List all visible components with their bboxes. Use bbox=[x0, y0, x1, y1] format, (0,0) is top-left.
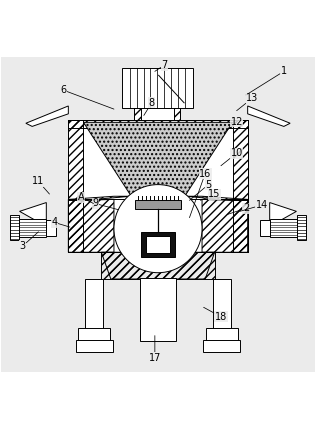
Text: 13: 13 bbox=[237, 93, 258, 111]
Text: A: A bbox=[78, 192, 94, 203]
Bar bbox=[68, 120, 83, 200]
Bar bbox=[135, 200, 181, 209]
Bar bbox=[141, 232, 175, 257]
Bar bbox=[101, 252, 215, 279]
Bar bbox=[68, 120, 248, 200]
Text: 6: 6 bbox=[61, 85, 114, 109]
Text: 4: 4 bbox=[51, 218, 70, 227]
Bar bbox=[260, 220, 270, 236]
Bar bbox=[78, 328, 111, 341]
Text: 7: 7 bbox=[155, 60, 167, 71]
Bar bbox=[134, 108, 141, 120]
Text: 2: 2 bbox=[227, 203, 249, 214]
Bar bbox=[233, 120, 248, 200]
Polygon shape bbox=[83, 122, 233, 196]
Bar bbox=[297, 215, 306, 240]
Text: 5: 5 bbox=[190, 180, 211, 200]
Text: 11: 11 bbox=[32, 176, 50, 194]
Polygon shape bbox=[248, 106, 290, 127]
Bar bbox=[205, 328, 238, 341]
Bar bbox=[76, 340, 113, 352]
Bar bbox=[146, 236, 170, 253]
Text: 17: 17 bbox=[149, 335, 161, 363]
Circle shape bbox=[114, 184, 202, 273]
Bar bbox=[85, 279, 103, 329]
Bar bbox=[122, 68, 193, 108]
Bar bbox=[233, 199, 248, 252]
Text: 9: 9 bbox=[92, 199, 119, 210]
Bar bbox=[174, 108, 180, 120]
Bar bbox=[134, 108, 180, 120]
Bar bbox=[68, 199, 83, 252]
Text: 3: 3 bbox=[20, 232, 39, 251]
Bar bbox=[10, 215, 19, 240]
Polygon shape bbox=[270, 202, 296, 227]
Bar bbox=[140, 278, 176, 341]
Polygon shape bbox=[20, 202, 46, 227]
Text: 14: 14 bbox=[240, 200, 268, 211]
Text: 10: 10 bbox=[221, 148, 243, 166]
Bar bbox=[10, 219, 46, 236]
Bar bbox=[68, 120, 248, 128]
Bar bbox=[270, 219, 306, 236]
Bar bbox=[68, 199, 248, 252]
Text: 15: 15 bbox=[200, 189, 221, 200]
Text: 12: 12 bbox=[224, 117, 243, 133]
Text: 8: 8 bbox=[144, 98, 155, 115]
Text: 16: 16 bbox=[190, 169, 211, 218]
Text: 1: 1 bbox=[246, 66, 287, 95]
Bar bbox=[46, 220, 56, 236]
Bar bbox=[213, 279, 231, 329]
Polygon shape bbox=[26, 106, 68, 127]
Bar bbox=[203, 340, 240, 352]
Text: 18: 18 bbox=[204, 307, 227, 322]
